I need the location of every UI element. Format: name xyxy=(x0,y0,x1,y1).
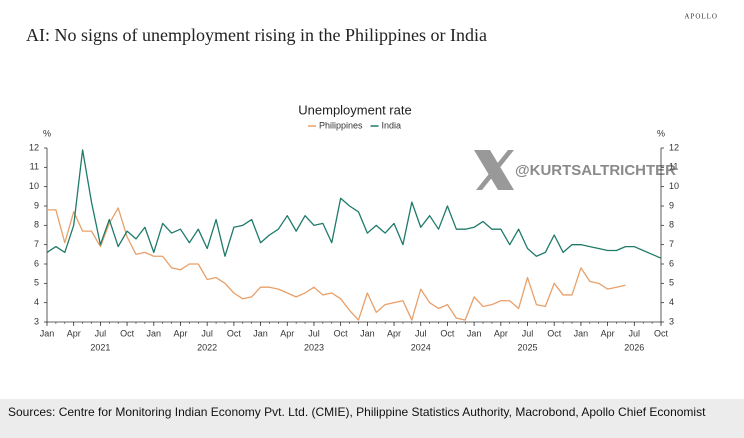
x-tick-label: Jul xyxy=(308,328,320,338)
x-tick-label: Apr xyxy=(67,328,81,338)
y2-tick-label: 5 xyxy=(669,278,674,288)
x-tick-label: Jul xyxy=(522,328,534,338)
y-tick-label: 5 xyxy=(34,278,39,288)
chart-title: AI: No signs of unemployment rising in t… xyxy=(26,25,487,45)
watermark-logo xyxy=(474,150,514,190)
x-tick-label: Jul xyxy=(95,328,107,338)
y-tick-label: 7 xyxy=(34,239,39,249)
chart: APOLLO AI: No signs of unemployment risi… xyxy=(26,13,718,353)
x-tick-label: Jan xyxy=(253,328,268,338)
year-label: 2025 xyxy=(518,342,538,352)
x-tick-label: Oct xyxy=(227,328,242,338)
x-tick-label: Apr xyxy=(173,328,187,338)
year-label: 2026 xyxy=(624,342,644,352)
series-line xyxy=(46,149,662,259)
y2-tick-label: 3 xyxy=(669,316,674,326)
y2-tick-label: 7 xyxy=(669,239,674,249)
x-tick-label: Jan xyxy=(467,328,482,338)
year-label: 2024 xyxy=(411,342,431,352)
y-tick-label: 12 xyxy=(29,142,39,152)
y2-tick-label: 9 xyxy=(669,200,674,210)
x-tick-label: Jan xyxy=(40,328,55,338)
y2-unit: % xyxy=(657,128,665,138)
x-tick-label: Oct xyxy=(440,328,455,338)
x-tick-label: Oct xyxy=(120,328,135,338)
x-tick-label: Oct xyxy=(547,328,562,338)
y-tick-label: 11 xyxy=(30,162,39,172)
x-tick-label: Oct xyxy=(334,328,349,338)
y-tick-label: 10 xyxy=(29,181,39,191)
watermark: @KURTSALTRICHTER xyxy=(515,162,676,179)
year-label: 2021 xyxy=(90,342,110,352)
legend-label: Philippines xyxy=(319,120,363,130)
x-tick-label: Jul xyxy=(629,328,641,338)
y-tick-label: 9 xyxy=(34,200,39,210)
chart-subtitle: Unemployment rate xyxy=(298,102,411,117)
footer: Sources: Centre for Monitoring Indian Ec… xyxy=(0,399,744,438)
y-unit: % xyxy=(43,128,51,138)
y2-tick-label: 6 xyxy=(669,258,674,268)
x-tick-label: Apr xyxy=(280,328,294,338)
year-label: 2022 xyxy=(197,342,217,352)
x-tick-label: Apr xyxy=(387,328,401,338)
y2-tick-label: 12 xyxy=(669,142,679,152)
x-tick-label: Apr xyxy=(601,328,615,338)
legend-label: India xyxy=(382,120,402,130)
y-tick-label: 8 xyxy=(34,220,39,230)
y2-tick-label: 8 xyxy=(669,220,674,230)
y2-tick-label: 4 xyxy=(669,297,674,307)
x-tick-label: Jul xyxy=(415,328,427,338)
x-tick-label: Jan xyxy=(360,328,375,338)
x-tick-label: Jan xyxy=(574,328,589,338)
brand: APOLLO xyxy=(684,13,718,21)
year-label: 2023 xyxy=(304,342,324,352)
y-tick-label: 6 xyxy=(34,258,39,268)
x-tick-label: Jul xyxy=(201,328,213,338)
y-tick-label: 4 xyxy=(34,297,39,307)
y2-tick-label: 11 xyxy=(669,162,678,172)
x-tick-label: Oct xyxy=(654,328,669,338)
x-tick-label: Jan xyxy=(147,328,162,338)
x-tick-label: Apr xyxy=(494,328,508,338)
y-tick-label: 3 xyxy=(34,316,39,326)
series-line xyxy=(47,207,626,321)
y2-tick-label: 10 xyxy=(669,181,679,191)
